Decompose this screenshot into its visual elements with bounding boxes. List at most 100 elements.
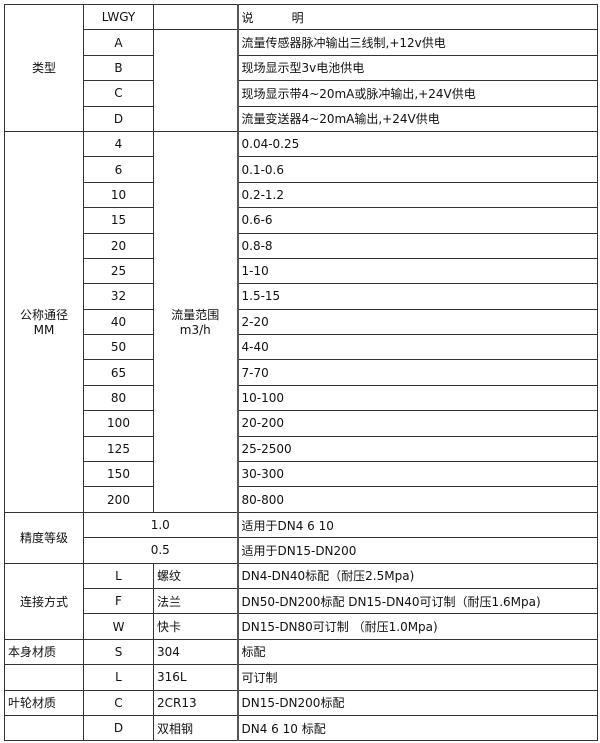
diameter-code: 40 — [83, 308, 154, 336]
type-code: A — [83, 29, 154, 56]
accuracy-label: 精度等级 — [4, 511, 84, 564]
empty-cell — [153, 29, 238, 132]
flow-range: 0.04-0.25 — [236, 130, 598, 158]
connection-desc: DN4-DN40标配（耐压2.5Mpa) — [236, 562, 598, 589]
flow-range: 80-800 — [236, 486, 598, 513]
flow-range: 0.6-6 — [236, 207, 598, 234]
flow-range-label-text: 流量范围 — [171, 308, 220, 323]
material-code: D — [83, 714, 154, 742]
flow-range: 7-70 — [236, 359, 598, 386]
diameter-row: 32 1.5-15 — [5, 283, 598, 310]
connection-desc: DN15-DN80可订制 （耐压1.0Mpa) — [236, 613, 598, 640]
diameter-row: 6 0.1-0.6 — [5, 156, 598, 183]
material-code: L — [83, 664, 154, 691]
diameter-row: 150 30-300 — [5, 461, 598, 488]
type-code: C — [83, 80, 154, 107]
diameter-row: 200 80-800 — [5, 486, 598, 513]
diameter-row: 25 1-10 — [5, 257, 598, 285]
diameter-row: 125 25-2500 — [5, 435, 598, 463]
body-material-section-row: 本身材质 S 304 标配 — [4, 638, 598, 666]
diameter-row: 公称通径 MM 4 流量范围 m3/h 0.04-0.25 — [4, 130, 598, 513]
flow-range: 20-200 — [236, 410, 598, 437]
diameter-row: 15 0.6-6 — [5, 207, 598, 234]
material-desc: DN15-DN200标配 — [236, 689, 598, 716]
diameter-code: 32 — [83, 283, 154, 310]
diameter-code: 80 — [83, 384, 154, 412]
type-code: D — [83, 105, 154, 132]
diameter-label-text: 公称通径 — [19, 308, 68, 323]
material-name: 304 — [153, 638, 238, 666]
flow-range: 2-20 — [236, 308, 598, 336]
type-desc: 流量变送器4~20mA输出,+24V供电 — [236, 105, 598, 132]
flow-range: 10-100 — [236, 384, 598, 412]
type-label: 类型 — [4, 4, 84, 132]
material-name: 双相钢 — [153, 714, 238, 742]
type-row: A 流量传感器脉冲输出三线制,+12v供电 — [5, 29, 598, 132]
body-material-section-row: L 316L 可订制 — [4, 664, 598, 691]
connection-code: L — [83, 562, 154, 589]
diameter-code: 20 — [83, 232, 154, 259]
flow-range: 30-300 — [236, 461, 598, 488]
material-name: 2CR13 — [153, 689, 238, 716]
diameter-code: 50 — [83, 334, 154, 361]
material-desc: 可订制 — [236, 664, 598, 691]
flow-range: 1-10 — [236, 257, 598, 285]
material-code: C — [83, 689, 154, 716]
diameter-unit: MM — [33, 323, 55, 338]
accuracy-row: 0.5 适用于DN15-DN200 — [5, 537, 598, 564]
diameter-code: 150 — [83, 461, 154, 488]
accuracy-row: 精度等级 1.0 适用于DN4 6 10 — [4, 511, 598, 564]
header-row: 类型 LWGY 说 明 — [4, 3, 598, 132]
type-row: B 现场显示型3v电池供电 — [5, 54, 598, 82]
diameter-row: 20 0.8-8 — [5, 232, 598, 259]
connection-name: 法兰 — [153, 587, 238, 615]
connection-desc: DN50-DN200标配 DN15-DN40可订制（耐压1.6Mpa) — [236, 587, 598, 615]
diameter-code: 100 — [83, 410, 154, 437]
type-code: B — [83, 54, 154, 82]
flow-range: 25-2500 — [236, 435, 598, 463]
accuracy-code: 0.5 — [83, 537, 238, 564]
diameter-code: 4 — [83, 130, 154, 158]
connection-code: F — [83, 587, 154, 615]
type-desc: 流量传感器脉冲输出三线制,+12v供电 — [236, 29, 598, 56]
diameter-row: 10 0.2-1.2 — [5, 181, 598, 209]
type-desc: 现场显示带4~20mA或脉冲输出,+24V供电 — [236, 80, 598, 107]
material-desc: 标配 — [236, 638, 598, 666]
material-label: 本身材质 — [4, 638, 84, 666]
material-label: 叶轮材质 — [4, 689, 84, 716]
material-code: S — [83, 638, 154, 666]
flow-range: 4-40 — [236, 334, 598, 361]
empty-cell — [153, 3, 238, 31]
diameter-row: 50 4-40 — [5, 334, 598, 361]
material-desc: DN4 6 10 标配 — [236, 714, 598, 742]
diameter-code: 10 — [83, 181, 154, 209]
flow-range: 0.2-1.2 — [236, 181, 598, 209]
connection-row: W 快卡 DN15-DN80可订制 （耐压1.0Mpa) — [5, 613, 598, 640]
model-header: LWGY — [83, 3, 154, 31]
model-selection-table: 类型 LWGY 说 明 A 流量传感器脉冲输出三线制,+12v供电 B 现场显示型3v… — [4, 3, 598, 742]
material-name: 316L — [153, 664, 238, 691]
flow-range: 0.8-8 — [236, 232, 598, 259]
connection-label: 连接方式 — [4, 562, 84, 640]
accuracy-desc: 适用于DN15-DN200 — [236, 537, 598, 564]
accuracy-code: 1.0 — [83, 511, 238, 539]
diameter-row: 65 7-70 — [5, 359, 598, 386]
diameter-label: 公称通径 MM — [4, 130, 84, 513]
diameter-code: 6 — [83, 156, 154, 183]
empty-cell — [4, 664, 84, 691]
impeller-material-section-row: 叶轮材质 C 2CR13 DN15-DN200标配 — [4, 689, 598, 716]
diameter-row: 80 10-100 — [5, 384, 598, 412]
connection-name: 快卡 — [153, 613, 238, 640]
empty-cell — [4, 714, 84, 742]
connection-row: F 法兰 DN50-DN200标配 DN15-DN40可订制（耐压1.6Mpa) — [5, 587, 598, 615]
desc-header: 说 明 — [236, 3, 598, 31]
diameter-code: 15 — [83, 207, 154, 234]
flow-range-unit: m3/h — [179, 323, 211, 338]
flow-range: 1.5-15 — [236, 283, 598, 310]
type-row: D 流量变送器4~20mA输出,+24V供电 — [5, 105, 598, 132]
diameter-code: 65 — [83, 359, 154, 386]
connection-code: W — [83, 613, 154, 640]
diameter-code: 200 — [83, 486, 154, 513]
diameter-code: 25 — [83, 257, 154, 285]
connection-row: 连接方式 L 螺纹 DN4-DN40标配（耐压2.5Mpa) — [4, 562, 598, 640]
